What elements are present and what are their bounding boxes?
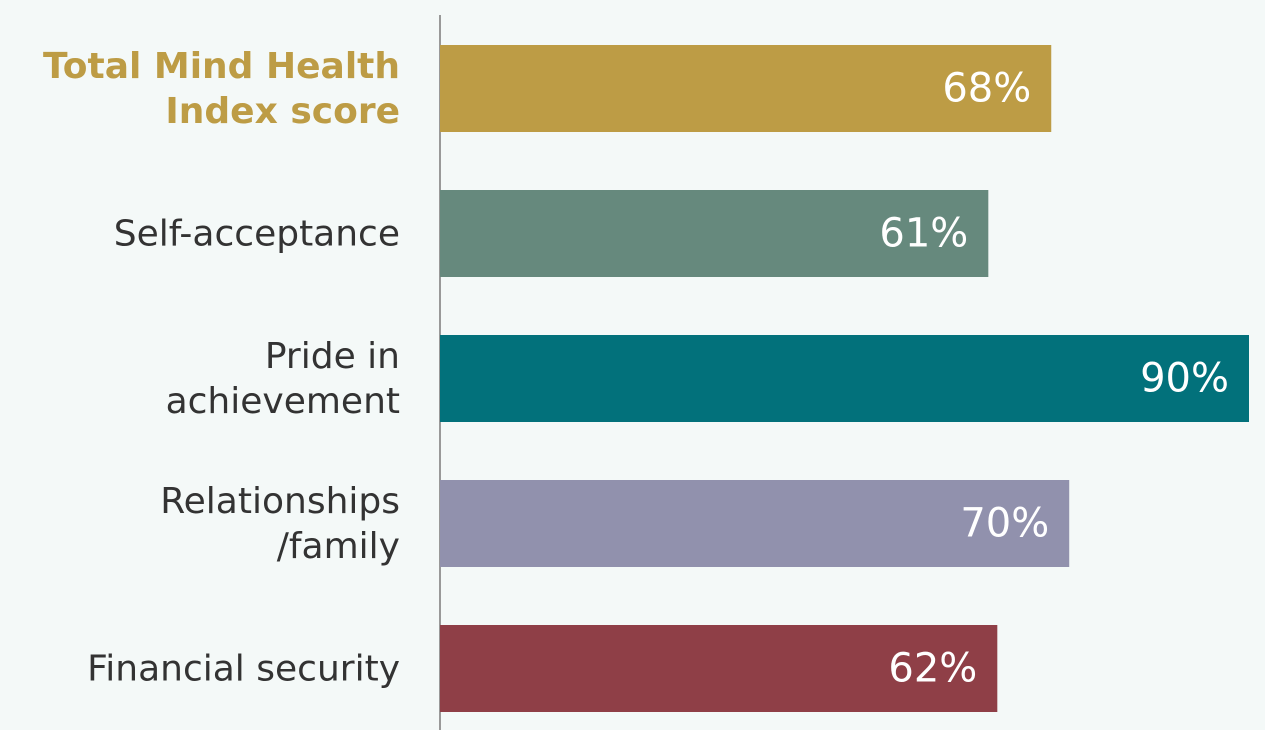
category-label: Self-acceptance [113, 213, 400, 254]
value-label: 70% [960, 501, 1049, 547]
bar [440, 335, 1249, 422]
value-label: 68% [942, 66, 1031, 112]
category-label: Relationships /family [160, 480, 400, 567]
category-label: Total Mind Health Index score [43, 45, 400, 132]
category-label: Financial security [87, 648, 400, 689]
bar [440, 45, 1052, 132]
bar [440, 480, 1070, 567]
value-label: 61% [879, 211, 968, 257]
bar [440, 625, 998, 712]
category-label: Pride in achievement [165, 335, 400, 422]
value-label: 62% [888, 646, 977, 692]
bar [440, 190, 989, 277]
value-label: 90% [1140, 356, 1229, 402]
